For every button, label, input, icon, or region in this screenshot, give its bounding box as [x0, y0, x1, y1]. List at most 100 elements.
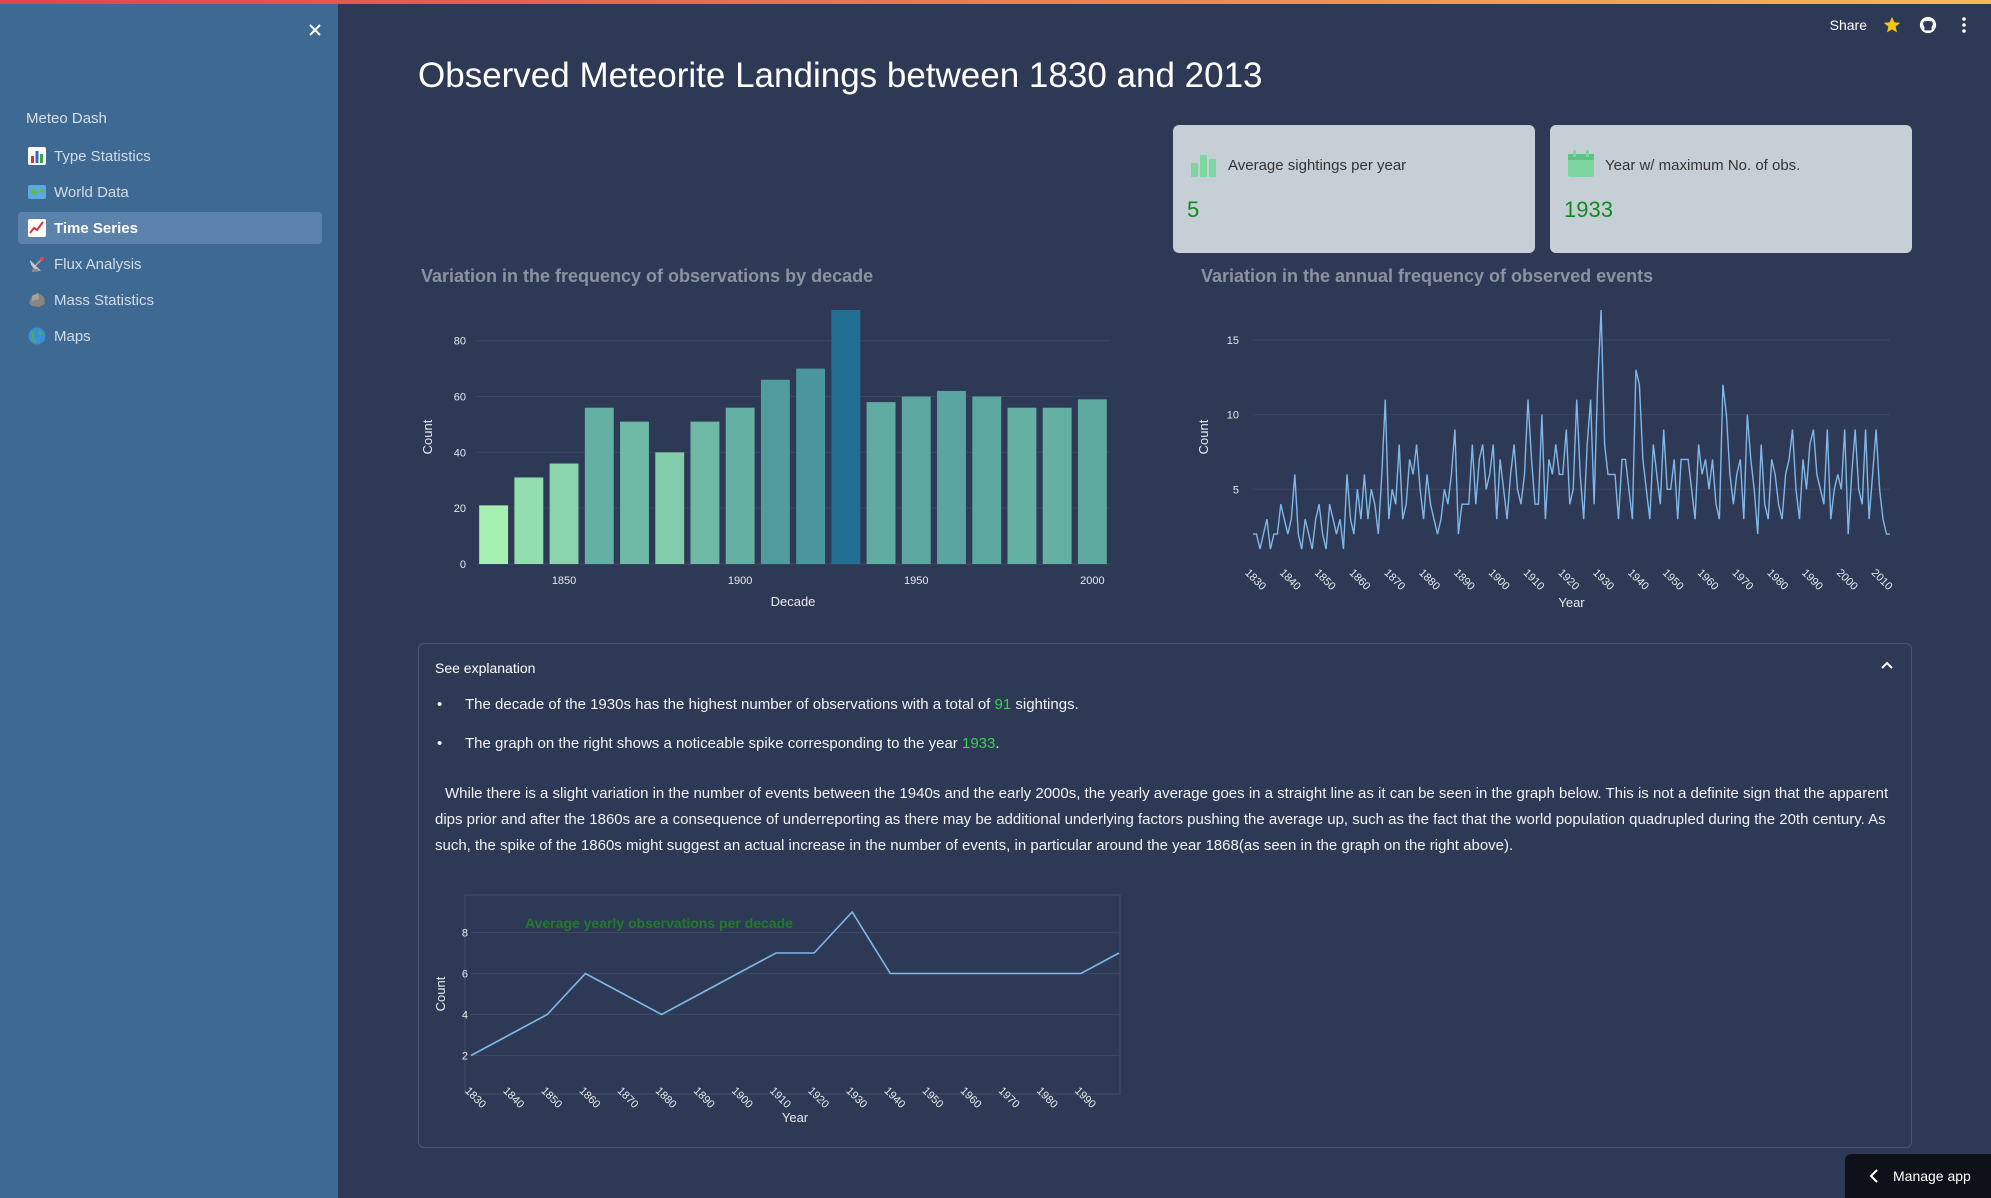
x-tick-label: 1850 — [552, 575, 576, 587]
x-tick-label: 1880 — [653, 1085, 679, 1111]
x-tick-label: 1870 — [1381, 567, 1407, 593]
bar — [901, 396, 931, 564]
x-tick-label: 1890 — [1451, 567, 1477, 593]
world-map-icon — [26, 181, 48, 203]
bullet-text: The graph on the right shows a noticeabl… — [465, 735, 1000, 752]
sidebar-item-type-statistics[interactable]: Type Statistics — [18, 140, 322, 172]
x-tick-label: 1830 — [1242, 567, 1268, 593]
sidebar-item-world-data[interactable]: World Data — [18, 176, 322, 208]
bar — [831, 310, 861, 564]
x-tick-label: 1910 — [1521, 567, 1547, 593]
x-tick-label: 1920 — [1556, 567, 1582, 593]
bullet-text-pre: The decade of the 1930s has the highest … — [465, 696, 995, 713]
chevron-up-icon[interactable] — [1879, 658, 1895, 674]
chart-title: Average yearly observations per decade — [525, 915, 793, 931]
decade-bar-chart: 0 20 40 60 80 1850 1900 1950 2000 Decade Count — [420, 310, 1110, 609]
average-decade-line-chart: 2 4 6 8 Average yearly observations per deca… — [435, 894, 1121, 1125]
x-tick-label: 1970 — [996, 1085, 1022, 1111]
bullet-item: • The decade of the 1930s has the highes… — [435, 696, 1895, 713]
bar — [479, 505, 509, 564]
sidebar-item-time-series[interactable]: Time Series — [18, 212, 322, 244]
sidebar-item-mass-statistics[interactable]: Mass Statistics — [18, 284, 322, 316]
x-tick-label: 1990 — [1072, 1085, 1098, 1111]
explanation-bullets: • The decade of the 1930s has the highes… — [435, 696, 1895, 774]
y-tick-label: 40 — [454, 447, 466, 459]
x-axis-label: Decade — [771, 594, 816, 609]
line-chart-icon — [26, 217, 48, 239]
bar — [514, 477, 544, 564]
x-tick-label: 1930 — [1590, 567, 1616, 593]
x-tick-label: 1880 — [1416, 567, 1442, 593]
explanation-expander: See explanation • The decade of the 1930… — [418, 643, 1912, 1148]
x-tick-label: 1840 — [1277, 567, 1303, 593]
y-tick-label: 0 — [460, 559, 466, 571]
share-button[interactable]: Share — [1829, 17, 1867, 33]
expander-header[interactable]: See explanation — [435, 660, 536, 676]
sidebar-item-label: World Data — [54, 183, 129, 201]
sidebar-nav: Type Statistics World Data Time Series F… — [18, 140, 322, 356]
manage-app-button[interactable]: Manage app — [1845, 1154, 1991, 1198]
y-axis-label: Count — [420, 419, 435, 454]
close-sidebar-button[interactable] — [304, 20, 326, 42]
y-tick-label: 4 — [462, 1010, 468, 1022]
sidebar-item-label: Time Series — [54, 219, 138, 237]
x-tick-label: 1970 — [1730, 567, 1756, 593]
nav-header: Meteo Dash — [26, 110, 107, 127]
satellite-dish-icon — [26, 253, 48, 275]
x-tick-label: 1840 — [500, 1085, 526, 1111]
bar — [937, 390, 966, 564]
globe-icon — [26, 325, 48, 347]
bullet-dot: • — [437, 696, 443, 713]
sidebar-item-flux-analysis[interactable]: Flux Analysis — [18, 248, 322, 280]
series-line — [470, 910, 1120, 1057]
manage-app-label: Manage app — [1893, 1168, 1971, 1184]
x-tick-label: 1900 — [728, 575, 752, 587]
x-tick-label: 1900 — [1486, 567, 1512, 593]
bar — [760, 379, 790, 564]
x-tick-label: 1850 — [538, 1085, 564, 1111]
y-axis-label: Count — [435, 976, 448, 1011]
metric-card-max-year: Year w/ maximum No. of obs. 1933 — [1550, 125, 1912, 253]
y-tick-label: 2 — [462, 1051, 468, 1063]
metric-card-average-sightings: Average sightings per year 5 — [1173, 125, 1535, 253]
main-menu-button[interactable] — [1953, 14, 1975, 36]
x-tick-label: 1900 — [729, 1085, 755, 1111]
metric-label: Year w/ maximum No. of obs. — [1605, 157, 1801, 174]
bullet-text-pre: The graph on the right shows a noticeabl… — [465, 735, 962, 752]
x-tick-label: 2000 — [1080, 575, 1104, 587]
y-axis-label: Count — [1198, 419, 1211, 454]
star-icon — [1883, 16, 1901, 33]
y-tick-label: 8 — [462, 928, 468, 940]
bar — [549, 463, 579, 564]
bullet-highlight: 1933 — [961, 735, 996, 752]
x-tick-label: 1830 — [462, 1085, 488, 1111]
page-title: Observed Meteorite Landings between 1830… — [418, 56, 1263, 95]
x-tick-label: 1990 — [1799, 567, 1825, 593]
x-tick-label: 1940 — [1625, 567, 1651, 593]
rock-icon — [26, 289, 48, 311]
bar — [725, 407, 755, 564]
x-tick-label: 1960 — [1695, 567, 1721, 593]
x-tick-label: 1930 — [843, 1085, 869, 1111]
decade-chart-title: Variation in the frequency of observatio… — [421, 266, 874, 286]
close-icon — [309, 24, 321, 36]
x-tick-label: 1980 — [1034, 1085, 1060, 1111]
bar-chart-icon — [26, 145, 48, 167]
y-tick-label: 6 — [462, 969, 468, 981]
github-button[interactable] — [1917, 14, 1939, 36]
star-button[interactable] — [1881, 14, 1903, 36]
sidebar-item-label: Maps — [54, 327, 91, 345]
top-decoration-bar — [0, 0, 1991, 4]
y-tick-label: 60 — [454, 392, 466, 404]
sidebar-item-label: Mass Statistics — [54, 291, 155, 309]
sidebar-item-maps[interactable]: Maps — [18, 320, 322, 352]
bullet-text: The decade of the 1930s has the highest … — [465, 696, 1079, 713]
y-tick-label: 10 — [1227, 410, 1239, 422]
bar — [620, 421, 649, 564]
x-axis-label: Year — [1558, 595, 1585, 610]
bar — [1042, 407, 1072, 564]
x-tick-label: 1890 — [691, 1085, 717, 1111]
x-tick-label: 1860 — [1347, 567, 1373, 593]
metric-label: Average sightings per year — [1228, 157, 1407, 174]
x-tick-label: 2010 — [1869, 567, 1895, 593]
